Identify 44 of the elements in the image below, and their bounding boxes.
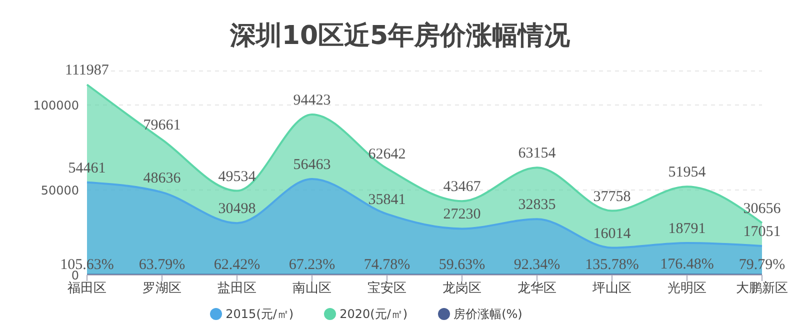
- x-tick-label: 盐田区: [218, 281, 256, 296]
- data-label: 176.48%: [660, 256, 714, 273]
- data-label: 54461: [68, 160, 106, 176]
- x-tick-label: 宝安区: [368, 280, 406, 296]
- data-label: 49534: [218, 168, 256, 185]
- data-label: 51954: [668, 164, 706, 181]
- chart-title: 深圳10区近5年房价涨幅情况: [228, 20, 572, 53]
- x-tick-label: 龙岗区: [442, 281, 482, 296]
- x-tick-label: 大鹏新区: [736, 281, 788, 296]
- data-label: 62.42%: [214, 256, 260, 273]
- data-label: 79661: [143, 118, 181, 134]
- data-label: 63.79%: [138, 256, 186, 273]
- data-label: 27230: [443, 206, 481, 223]
- legend-label: 2015(元/㎡): [226, 307, 294, 321]
- data-label: 16014: [593, 226, 632, 242]
- x-tick-label: 南山区: [292, 281, 332, 296]
- x-tick-label: 坪山区: [592, 281, 632, 296]
- data-label: 62642: [368, 146, 406, 163]
- data-label: 63154: [518, 146, 556, 162]
- data-label: 48636: [143, 170, 182, 186]
- data-label: 92.34%: [514, 256, 560, 273]
- data-label: 59.63%: [438, 256, 486, 273]
- data-label: 79.79%: [738, 256, 786, 273]
- data-label: 37758: [593, 188, 631, 205]
- data-label: 135.78%: [585, 256, 639, 273]
- data-label: 67.23%: [288, 256, 336, 273]
- data-label: 56463: [293, 157, 331, 174]
- data-label: 94423: [293, 92, 331, 108]
- data-label: 30498: [218, 201, 256, 218]
- data-label: 43467: [443, 179, 482, 196]
- x-tick-label: 福田区: [68, 281, 106, 296]
- legend-label: 2020(元/㎡): [340, 307, 408, 321]
- data-label: 74.78%: [364, 256, 410, 273]
- data-label: 111987: [65, 62, 110, 79]
- x-tick-label: 龙华区: [518, 281, 556, 296]
- y-tick-label: 50000: [40, 183, 79, 198]
- data-label: 32835: [518, 197, 556, 214]
- x-tick-label: 光明区: [668, 281, 706, 296]
- x-tick-label: 罗湖区: [142, 281, 182, 296]
- data-label: 18791: [668, 221, 706, 238]
- data-label: 35841: [368, 192, 406, 208]
- data-label: 30656: [743, 200, 782, 217]
- y-tick-label: 100000: [33, 98, 79, 112]
- legend-label: 房价涨幅(%): [454, 307, 522, 321]
